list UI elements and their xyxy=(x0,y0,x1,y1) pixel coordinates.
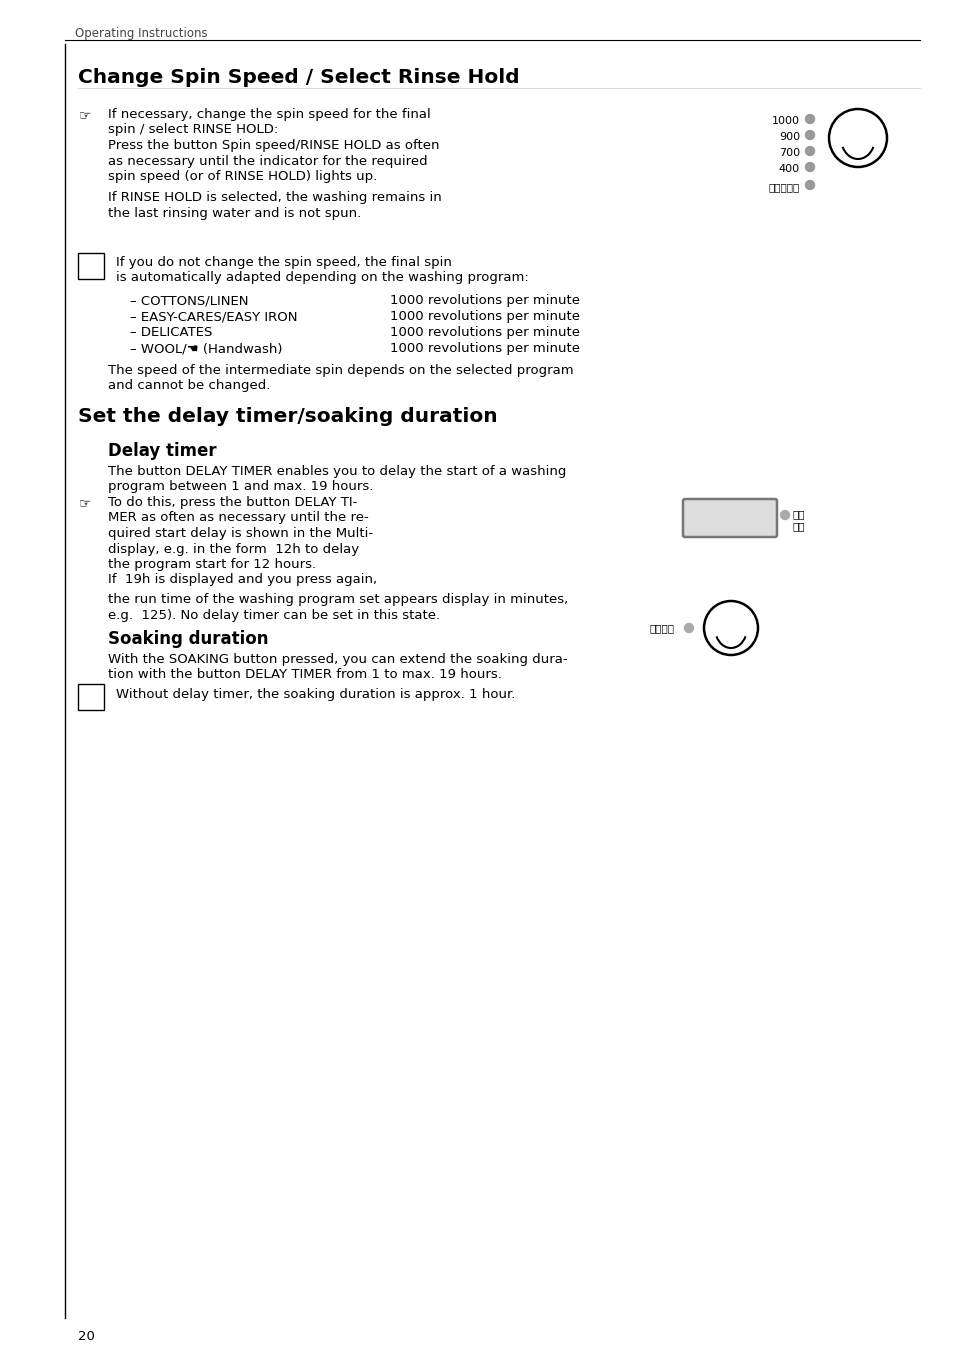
FancyBboxPatch shape xyxy=(78,253,104,279)
Text: – COTTONS/LINEN: – COTTONS/LINEN xyxy=(130,293,248,307)
Text: 400: 400 xyxy=(778,164,800,174)
Text: Delay timer: Delay timer xyxy=(108,442,216,461)
Circle shape xyxy=(780,511,789,519)
FancyBboxPatch shape xyxy=(682,499,776,537)
Text: Change Spin Speed / Select Rinse Hold: Change Spin Speed / Select Rinse Hold xyxy=(78,68,519,87)
Text: i: i xyxy=(89,257,93,272)
Text: 12 h: 12 h xyxy=(706,508,753,527)
Text: Operating Instructions: Operating Instructions xyxy=(75,27,208,41)
Text: – DELICATES: – DELICATES xyxy=(130,326,213,339)
Text: e.g.  125). No delay timer can be set in this state.: e.g. 125). No delay timer can be set in … xyxy=(108,608,439,622)
Text: spin speed (or of RINSE HOLD) lights up.: spin speed (or of RINSE HOLD) lights up. xyxy=(108,170,376,183)
Text: With the SOAKING button pressed, you can extend the soaking dura-: With the SOAKING button pressed, you can… xyxy=(108,653,567,665)
Text: the last rinsing water and is not spun.: the last rinsing water and is not spun. xyxy=(108,207,361,220)
Text: Without delay timer, the soaking duration is approx. 1 hour.: Without delay timer, the soaking duratio… xyxy=(116,688,515,700)
Text: If RINSE HOLD is selected, the washing remains in: If RINSE HOLD is selected, the washing r… xyxy=(108,192,441,204)
Text: Set the delay timer/soaking duration: Set the delay timer/soaking duration xyxy=(78,407,497,426)
Circle shape xyxy=(804,162,814,172)
Text: quired start delay is shown in the Multi-: quired start delay is shown in the Multi… xyxy=(108,527,373,539)
Text: program between 1 and max. 19 hours.: program between 1 and max. 19 hours. xyxy=(108,480,373,493)
Text: The speed of the intermediate spin depends on the selected program: The speed of the intermediate spin depen… xyxy=(108,364,573,377)
Text: The button DELAY TIMER enables you to delay the start of a washing: The button DELAY TIMER enables you to de… xyxy=(108,465,566,477)
Text: 접굴막세탁: 접굴막세탁 xyxy=(768,183,800,192)
Text: i: i xyxy=(89,688,93,703)
Text: 20: 20 xyxy=(78,1330,94,1343)
Text: as necessary until the indicator for the required: as necessary until the indicator for the… xyxy=(108,154,427,168)
Text: 1000 revolutions per minute: 1000 revolutions per minute xyxy=(390,342,579,356)
Text: 1000 revolutions per minute: 1000 revolutions per minute xyxy=(390,310,579,323)
Circle shape xyxy=(804,131,814,139)
Text: ☞: ☞ xyxy=(79,108,91,122)
Text: Soaking duration: Soaking duration xyxy=(108,630,268,649)
Text: MER as often as necessary until the re-: MER as often as necessary until the re- xyxy=(108,511,369,525)
Text: To do this, press the button DELAY TI-: To do this, press the button DELAY TI- xyxy=(108,496,357,508)
Text: 시간: 시간 xyxy=(792,521,804,531)
Text: 1000: 1000 xyxy=(771,116,800,126)
Text: display, e.g. in the form  12h to delay: display, e.g. in the form 12h to delay xyxy=(108,542,358,556)
Text: If you do not change the spin speed, the final spin: If you do not change the spin speed, the… xyxy=(116,256,452,269)
Text: If  19h is displayed and you press again,: If 19h is displayed and you press again, xyxy=(108,573,376,587)
Text: 700: 700 xyxy=(778,147,800,158)
Text: 1000 revolutions per minute: 1000 revolutions per minute xyxy=(390,293,579,307)
Circle shape xyxy=(804,115,814,123)
Text: tion with the button DELAY TIMER from 1 to max. 19 hours.: tion with the button DELAY TIMER from 1 … xyxy=(108,668,501,681)
Circle shape xyxy=(804,146,814,155)
Text: and cannot be changed.: and cannot be changed. xyxy=(108,380,270,392)
Text: – WOOL/☚ (Handwash): – WOOL/☚ (Handwash) xyxy=(130,342,282,356)
FancyBboxPatch shape xyxy=(78,684,104,710)
Text: the program start for 12 hours.: the program start for 12 hours. xyxy=(108,558,315,571)
Text: 예약세탁: 예약세탁 xyxy=(649,623,675,633)
Circle shape xyxy=(804,181,814,189)
Text: ☞: ☞ xyxy=(79,496,91,510)
Text: is automatically adapted depending on the washing program:: is automatically adapted depending on th… xyxy=(116,272,528,284)
Text: spin / select RINSE HOLD:: spin / select RINSE HOLD: xyxy=(108,123,278,137)
Text: 1000 revolutions per minute: 1000 revolutions per minute xyxy=(390,326,579,339)
Text: 900: 900 xyxy=(778,132,800,142)
Text: Press the button Spin speed/RINSE HOLD as often: Press the button Spin speed/RINSE HOLD a… xyxy=(108,139,439,151)
Text: 세탁: 세탁 xyxy=(792,508,804,519)
Text: – EASY-CARES/EASY IRON: – EASY-CARES/EASY IRON xyxy=(130,310,297,323)
Text: the run time of the washing program set appears display in minutes,: the run time of the washing program set … xyxy=(108,594,568,606)
Circle shape xyxy=(684,623,693,633)
Text: If necessary, change the spin speed for the final: If necessary, change the spin speed for … xyxy=(108,108,431,120)
